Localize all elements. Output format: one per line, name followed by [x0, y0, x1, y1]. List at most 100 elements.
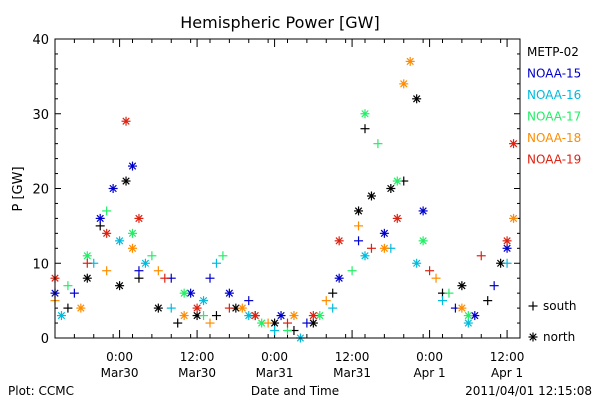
- legend-entry: METP-02: [527, 45, 579, 59]
- south-point: [489, 281, 499, 291]
- north-point: [237, 303, 247, 313]
- south-point: [134, 266, 144, 276]
- north-point: [289, 311, 299, 321]
- x-tick-time: 12:00: [335, 350, 370, 364]
- north-point: [392, 213, 402, 223]
- south-point: [69, 288, 79, 298]
- north-point: [502, 236, 512, 246]
- south-point: [205, 318, 215, 328]
- north-point: [334, 273, 344, 283]
- south-point: [328, 303, 338, 313]
- north-point: [457, 303, 467, 313]
- y-tick-label: 20: [32, 183, 49, 198]
- x-tick-time: 0:00: [106, 350, 133, 364]
- x-tick-time: 12:00: [490, 350, 525, 364]
- north-point: [95, 213, 105, 223]
- plot-frame: [54, 38, 521, 339]
- north-point: [412, 94, 422, 104]
- south-point: [63, 303, 73, 313]
- south-point: [102, 206, 112, 216]
- x-tick-date: Mar31: [256, 366, 294, 380]
- south-point: [160, 273, 170, 283]
- legend-entry: NOAA-15: [527, 67, 581, 81]
- south-point: [102, 266, 112, 276]
- y-tick-label: 0: [41, 332, 49, 347]
- x-tick-time: 0:00: [261, 350, 288, 364]
- south-legend-marker: [528, 301, 538, 311]
- north-point: [179, 311, 189, 321]
- south-point: [476, 251, 486, 261]
- marker-legend: south north: [528, 299, 577, 344]
- south-point: [321, 296, 331, 306]
- north-point: [379, 243, 389, 253]
- south-point: [166, 303, 176, 313]
- south-point: [328, 288, 338, 298]
- north-point: [128, 161, 137, 171]
- south-point: [431, 273, 441, 283]
- north-point: [360, 109, 370, 119]
- x-tick-date: Mar30: [178, 366, 216, 380]
- y-tick-label: 10: [32, 257, 49, 272]
- north-point: [457, 281, 467, 291]
- south-point: [444, 288, 454, 298]
- north-point: [366, 191, 376, 201]
- north-point: [509, 139, 519, 149]
- x-axis-label: Date and Time: [251, 384, 339, 398]
- legend: METP-02 NOAA-15 NOAA-16 NOAA-17 NOAA-18 NOAA-…: [527, 45, 581, 167]
- y-tick-label: 30: [32, 108, 49, 123]
- north-point: [418, 206, 428, 216]
- south-point: [153, 266, 163, 276]
- south-point: [263, 318, 273, 328]
- south-point: [373, 139, 383, 149]
- south-point: [244, 296, 254, 306]
- south-point: [218, 251, 228, 261]
- south-point: [205, 273, 215, 283]
- y-axis-label: P [GW]: [11, 166, 26, 211]
- north-point: [392, 176, 402, 186]
- north-point: [334, 236, 344, 246]
- legend-entry: NOAA-17: [527, 110, 581, 124]
- north-point: [224, 288, 234, 298]
- south-point: [211, 311, 221, 321]
- legend-entry: NOAA-18: [527, 131, 581, 145]
- north-point: [121, 176, 131, 186]
- north-point: [360, 251, 370, 261]
- north-point: [199, 296, 209, 306]
- x-axis: 0:00 Mar30 12:00 Mar30 0:00 Mar31 12:00 Mar31 0:…: [54, 39, 525, 380]
- north-point: [128, 228, 137, 238]
- x-tick-time: 0:00: [416, 350, 443, 364]
- south-point: [82, 258, 92, 268]
- south-point: [283, 318, 292, 328]
- north-point: [153, 303, 163, 313]
- north-point: [82, 251, 92, 261]
- north-point: [463, 311, 473, 321]
- south-point: [483, 296, 493, 306]
- south-point: [366, 243, 376, 253]
- plot-credit: Plot: CCMC: [8, 384, 74, 398]
- north-legend-marker: [528, 332, 538, 342]
- south-point: [354, 221, 364, 231]
- north-point: [82, 273, 92, 283]
- x-tick-time: 12:00: [180, 350, 215, 364]
- north-point: [179, 288, 189, 298]
- south-point: [347, 266, 357, 276]
- north-point: [134, 213, 144, 223]
- north-point: [115, 236, 125, 246]
- north-point: [56, 311, 66, 321]
- north-point: [192, 303, 202, 313]
- y-tick-label: 40: [32, 33, 49, 48]
- south-point: [302, 318, 312, 328]
- north-point: [76, 303, 86, 313]
- north-point: [379, 228, 389, 238]
- north-point: [140, 258, 150, 268]
- chart-title: Hemispheric Power [GW]: [180, 13, 379, 32]
- north-point: [412, 258, 422, 268]
- data-points: [50, 56, 519, 343]
- south-point: [211, 258, 221, 268]
- north-point: [276, 311, 286, 321]
- x-tick-date: Mar31: [333, 366, 371, 380]
- south-point: [63, 281, 73, 291]
- north-point: [399, 79, 409, 89]
- north-point: [386, 184, 396, 193]
